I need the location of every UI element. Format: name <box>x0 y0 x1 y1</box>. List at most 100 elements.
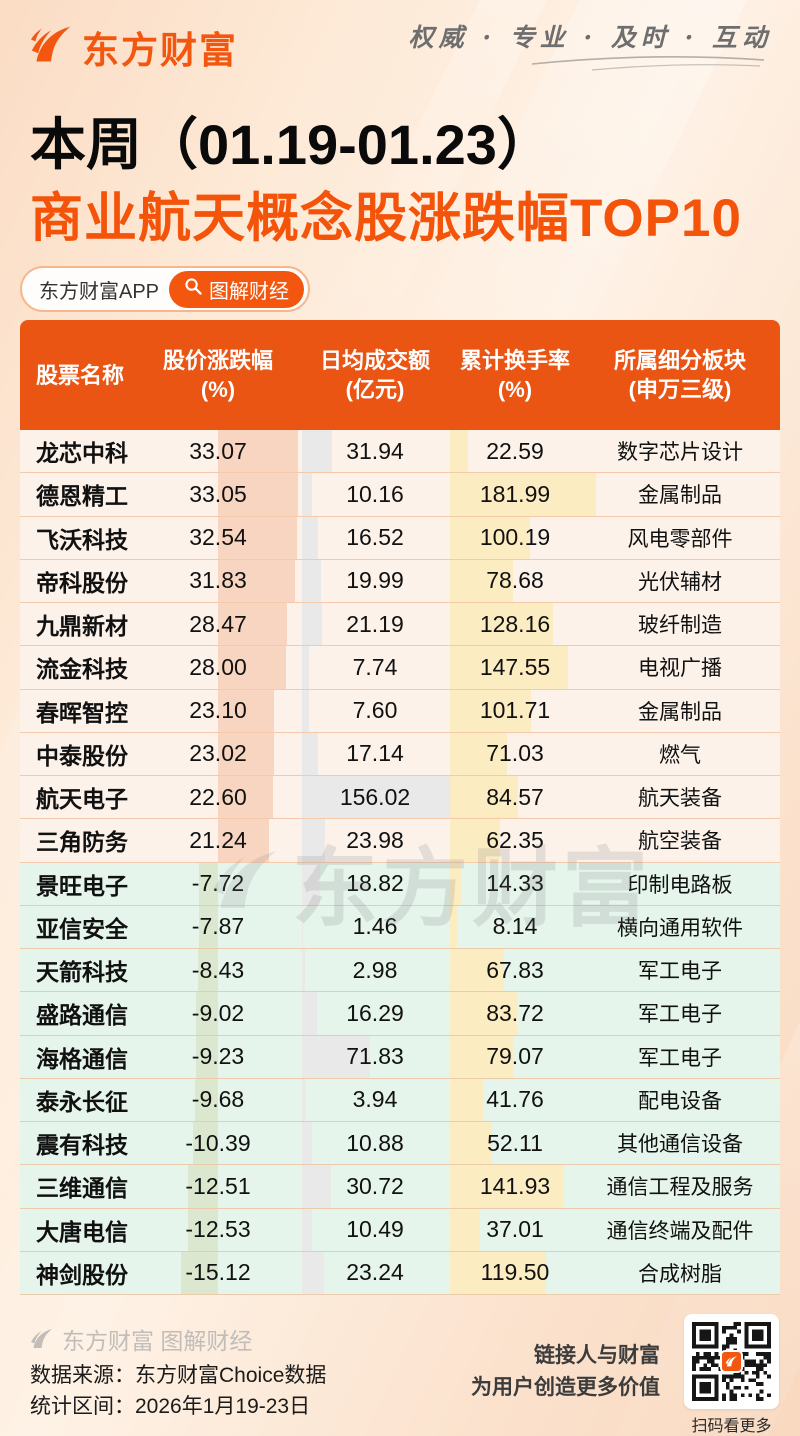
table-row: 德恩精工 33.05 10.16 181.99 金属制品 <box>20 473 780 517</box>
change-data-bar <box>218 516 297 559</box>
stock-name: 三角防务 <box>36 829 128 856</box>
handover-data-bar <box>450 1251 546 1294</box>
handover-data-bar <box>450 689 532 732</box>
handover-rate-value: 181.99 <box>479 480 551 507</box>
price-change-value: -9.23 <box>191 1043 245 1070</box>
handover-data-bar <box>450 992 517 1035</box>
turnover-data-bar <box>302 473 312 516</box>
handover-rate-value: 79.07 <box>486 1043 544 1070</box>
handover-rate-value: 101.71 <box>479 697 551 724</box>
price-change-value: 28.47 <box>189 610 247 637</box>
stock-name: 航天电子 <box>36 786 128 813</box>
stock-name: 德恩精工 <box>36 483 128 510</box>
app-badge-label: 东方财富APP <box>39 280 160 303</box>
handover-data-bar <box>450 862 462 905</box>
handover-rate-value: 119.50 <box>480 1259 550 1286</box>
sector-label: 玻纤制造 <box>638 614 722 638</box>
change-data-bar <box>218 603 287 646</box>
footer-logo-icon <box>31 1329 52 1348</box>
turnover-data-bar <box>302 862 320 905</box>
sector-label: 航空装备 <box>638 830 722 854</box>
avg-turnover-value: 30.72 <box>346 1172 404 1199</box>
change-data-bar <box>218 689 274 732</box>
avg-turnover-value: 3.94 <box>352 1086 398 1113</box>
avg-turnover-value: 2.98 <box>352 956 398 983</box>
sector-label: 通信工程及服务 <box>606 1176 754 1200</box>
table-row: 盛路通信 -9.02 16.29 83.72 军工电子 <box>20 992 780 1036</box>
sector-label: 其他通信设备 <box>617 1133 743 1157</box>
footer-data-source: 数据来源：东方财富Choice数据 统计区间：2026年1月19-23日 <box>30 1360 326 1422</box>
price-change-value: 23.02 <box>189 740 247 767</box>
search-button[interactable]: 图解财经 <box>169 270 305 308</box>
stock-name: 泰永长征 <box>36 1088 128 1115</box>
table-row: 海格通信 -9.23 71.83 79.07 军工电子 <box>20 1035 780 1079</box>
price-change-value: 33.07 <box>189 437 247 464</box>
sector-label: 金属制品 <box>638 700 722 724</box>
avg-turnover-value: 10.49 <box>346 1216 404 1243</box>
price-change-value: -8.43 <box>191 956 245 983</box>
qr-code <box>684 1314 779 1409</box>
sector-label: 通信终端及配件 <box>606 1219 754 1243</box>
handover-data-bar <box>450 819 500 862</box>
price-change-value: 21.24 <box>189 826 247 853</box>
change-data-bar <box>192 1122 218 1165</box>
table-row: 流金科技 28.00 7.74 147.55 电视广播 <box>20 646 780 690</box>
turnover-data-bar <box>302 430 333 473</box>
price-change-value: -12.53 <box>185 1216 251 1243</box>
brand-name: 东方财富 <box>82 30 238 71</box>
slogan-block: 权威 · 专业 · 及时 · 互动 <box>409 18 772 81</box>
sector-label: 军工电子 <box>638 1003 722 1027</box>
table-row: 飞沃科技 32.54 16.52 100.19 风电零部件 <box>20 516 780 560</box>
footer-slogan-line1: 链接人与财富 <box>534 1344 660 1367</box>
turnover-data-bar <box>302 949 305 992</box>
qr-center-logo-icon <box>720 1350 743 1373</box>
stock-name: 龙芯中科 <box>36 440 128 467</box>
avg-turnover-value: 18.82 <box>346 870 404 897</box>
handover-rate-value: 37.01 <box>486 1216 544 1243</box>
turnover-data-bar <box>302 1251 325 1294</box>
handover-rate-value: 141.93 <box>479 1172 551 1199</box>
price-change-value: 28.00 <box>189 653 247 680</box>
turnover-data-bar <box>302 1122 313 1165</box>
table-header: 股票名称 股价涨跌幅 (%) 日均成交额 (亿元) 累计换手率 (%) 所属细分板块(… <box>20 320 780 430</box>
turnover-data-bar <box>302 559 321 602</box>
qr-caption: 扫码看更多 <box>691 1418 772 1435</box>
handover-data-bar <box>450 473 596 516</box>
stock-name: 三维通信 <box>36 1175 128 1202</box>
avg-turnover-value: 17.14 <box>346 740 404 767</box>
stat-period-line: 统计区间：2026年1月19-23日 <box>30 1395 311 1418</box>
handover-data-bar <box>450 430 469 473</box>
price-change-value: -7.72 <box>191 870 245 897</box>
price-change-value: -9.02 <box>191 999 245 1026</box>
stock-name: 盛路通信 <box>36 1002 128 1029</box>
brand-lockup: 东方财富 <box>30 20 238 74</box>
sector-label: 横向通用软件 <box>617 916 743 940</box>
avg-turnover-value: 16.29 <box>346 999 404 1026</box>
sector-label: 印制电路板 <box>627 873 733 897</box>
stock-name: 帝科股份 <box>36 569 128 596</box>
handover-data-bar <box>450 776 518 819</box>
avg-turnover-value: 71.83 <box>346 1043 404 1070</box>
page-title-topic: 商业航天概念股涨跌幅TOP10 <box>30 189 742 248</box>
handover-rate-value: 100.19 <box>479 524 551 551</box>
handover-data-bar <box>450 732 507 775</box>
avg-turnover-value: 21.19 <box>346 610 404 637</box>
sector-label: 军工电子 <box>638 1046 722 1070</box>
table-row: 九鼎新材 28.47 21.19 128.16 玻纤制造 <box>20 603 780 647</box>
sector-label: 燃气 <box>659 743 701 767</box>
handover-data-bar <box>450 949 505 992</box>
change-data-bar <box>218 559 296 602</box>
turnover-data-bar <box>302 1078 306 1121</box>
change-data-bar <box>197 949 218 992</box>
slogan-text: 权威 · 专业 · 及时 · 互动 <box>408 23 772 52</box>
turnover-data-bar <box>302 646 310 689</box>
handover-data-bar <box>450 559 513 602</box>
handover-rate-value: 147.55 <box>479 653 551 680</box>
turnover-data-bar <box>302 689 310 732</box>
table-row: 亚信安全 -7.87 1.46 8.14 横向通用软件 <box>20 905 780 949</box>
handover-data-bar <box>450 603 553 646</box>
handover-rate-value: 52.11 <box>487 1129 543 1156</box>
column-header-name: 股票名称 <box>36 362 125 388</box>
stock-name: 飞沃科技 <box>36 526 128 553</box>
stock-name: 景旺电子 <box>36 872 128 899</box>
